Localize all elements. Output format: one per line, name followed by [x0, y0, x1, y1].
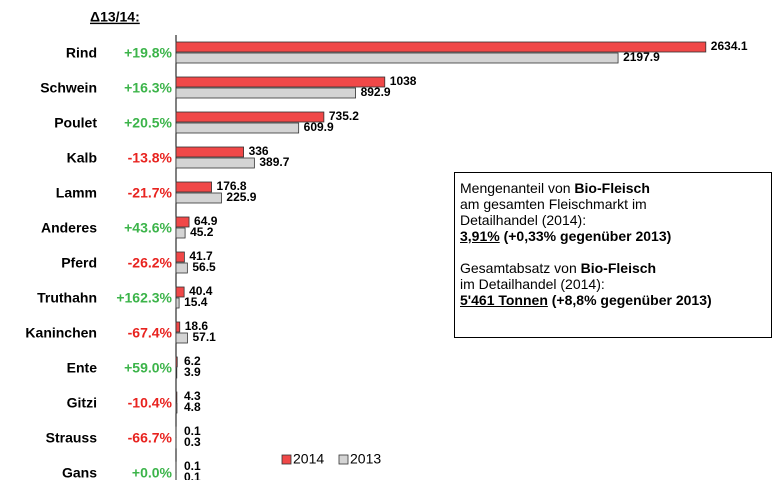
change-label: +16.3%	[124, 80, 172, 96]
note-text: Gesamtabsatz von	[460, 260, 581, 276]
change-label: +0.0%	[132, 465, 173, 480]
category-label: Truthahn	[37, 290, 97, 306]
bar	[175, 262, 188, 274]
note-text: (+8,8% gegenüber 2013)	[547, 292, 712, 308]
category-label: Kalb	[67, 150, 97, 166]
legend-label: 2013	[350, 451, 381, 467]
legend-swatch	[338, 454, 349, 465]
change-label: +59.0%	[124, 360, 172, 376]
bar	[175, 356, 178, 368]
change-label: -26.2%	[128, 255, 173, 271]
change-header: Δ13/14:	[90, 9, 140, 25]
value-label: 57.1	[192, 330, 216, 344]
note-text: Detailhandel (2014):	[460, 212, 587, 228]
category-label: Ente	[67, 360, 98, 376]
change-label: -21.7%	[128, 185, 173, 201]
bar	[175, 216, 190, 228]
value-label: 56.5	[192, 260, 216, 274]
bar	[175, 87, 356, 99]
change-label: +162.3%	[116, 290, 172, 306]
value-label: 0.3	[184, 435, 201, 449]
bar	[175, 41, 707, 53]
value-label: 735.2	[329, 109, 359, 123]
category-label: Gitzi	[67, 395, 97, 411]
value-label: 892.9	[361, 85, 391, 99]
value-label: 40.4	[189, 284, 213, 298]
bar	[175, 297, 180, 309]
change-label: -10.4%	[128, 395, 173, 411]
bar	[175, 181, 212, 193]
value-label: 2197.9	[623, 50, 660, 64]
change-label: -13.8%	[128, 150, 173, 166]
bar	[175, 111, 325, 123]
bar	[175, 227, 186, 239]
category-label: Gans	[62, 465, 97, 480]
category-label: Lamm	[56, 185, 97, 201]
change-label: -67.4%	[128, 325, 173, 341]
bar	[175, 321, 181, 333]
value-label: 3.9	[184, 365, 201, 379]
category-label: Anderes	[41, 220, 97, 236]
category-label: Kaninchen	[25, 325, 97, 341]
value-label: 64.9	[194, 214, 218, 228]
category-label: Strauss	[46, 430, 98, 446]
note-text: Bio-Fleisch	[580, 260, 657, 276]
value-label: 609.9	[304, 120, 334, 134]
note-text: Mengenanteil von	[460, 180, 575, 196]
bar	[175, 157, 255, 169]
value-label: 6.2	[184, 354, 201, 368]
change-label: -66.7%	[128, 430, 173, 446]
change-label: +20.5%	[124, 115, 172, 131]
note-text: im Detailhandel (2014):	[460, 276, 605, 292]
category-label: Schwein	[40, 80, 97, 96]
value-label: 15.4	[184, 295, 208, 309]
bar	[175, 146, 244, 158]
legend-swatch	[281, 454, 292, 465]
bar	[175, 122, 300, 134]
value-label: 41.7	[189, 249, 213, 263]
value-label: 4.3	[184, 389, 201, 403]
change-label: +19.8%	[124, 45, 172, 61]
value-label: 2634.1	[711, 39, 748, 53]
value-label: 1038	[390, 74, 417, 88]
value-label: 176.8	[217, 179, 247, 193]
value-label: 18.6	[185, 319, 209, 333]
category-label: Pferd	[61, 255, 97, 271]
change-label: +43.6%	[124, 220, 172, 236]
note-text: Bio-Fleisch	[574, 180, 650, 196]
value-label: 0.1	[184, 470, 201, 480]
bar	[175, 402, 178, 414]
bar	[175, 251, 185, 263]
bar	[175, 52, 619, 64]
value-label: 4.8	[184, 400, 201, 414]
info-box: Mengenanteil von Bio-Fleisch am gesamten…	[454, 172, 772, 338]
note-text: 3,91%	[460, 228, 500, 244]
value-label: 45.2	[190, 225, 214, 239]
value-label: 225.9	[226, 190, 256, 204]
value-label: 389.7	[259, 155, 289, 169]
bar	[175, 76, 386, 88]
category-label: Poulet	[54, 115, 97, 131]
value-label: 0.1	[184, 459, 201, 473]
legend-label: 2014	[293, 451, 324, 467]
value-label: 0.1	[184, 424, 201, 438]
note-text: (+0,33% gegenüber 2013)	[499, 228, 672, 244]
note-text: 5'461 Tonnen	[460, 292, 548, 308]
value-label: 336	[249, 144, 269, 158]
note-text: am gesamten Fleischmarkt im	[460, 196, 647, 212]
bar	[175, 286, 185, 298]
category-label: Rind	[66, 45, 97, 61]
bar	[175, 391, 178, 403]
bar	[175, 332, 188, 344]
bar	[175, 192, 222, 204]
bar	[175, 367, 178, 379]
